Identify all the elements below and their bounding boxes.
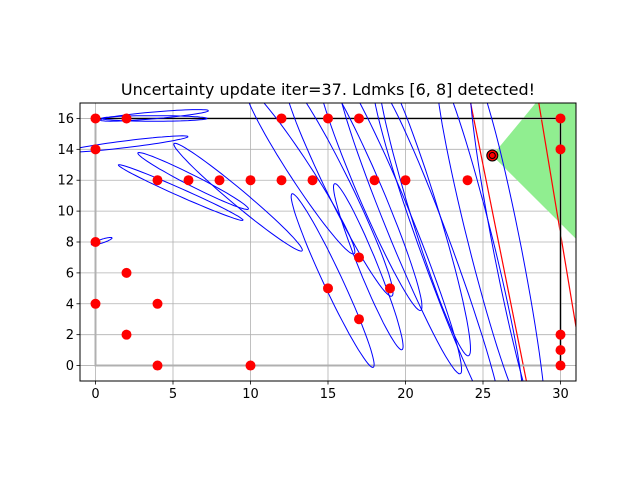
landmark-point [369, 175, 380, 186]
uncertainty-ellipse [101, 115, 208, 122]
landmark-point [354, 314, 364, 325]
fov-edge-line [538, 103, 576, 328]
landmarks [90, 113, 566, 371]
landmark-point [323, 283, 333, 294]
landmark-point [183, 175, 194, 186]
y-tick-label: 0 [66, 359, 74, 374]
robot-body [486, 149, 499, 162]
landmark-point [152, 175, 163, 186]
y-tick-label: 16 [57, 112, 74, 127]
uncertainty-ellipse [341, 103, 463, 375]
uncertainty-ellipse [332, 183, 404, 351]
x-tick-label: 25 [475, 387, 492, 402]
robot-marker [486, 149, 499, 162]
y-tick-label: 12 [57, 174, 74, 189]
y-tick-label: 6 [66, 266, 74, 281]
landmark-point [354, 113, 364, 124]
axis-ticks: 0 5 10 15 20 25 30 0 2 4 6 8 10 12 14 16 [57, 112, 568, 402]
grid-lines [80, 103, 576, 381]
landmark-point [555, 345, 566, 356]
robot-center-ring [488, 152, 496, 160]
landmark-point [354, 252, 364, 263]
landmark-point [462, 175, 473, 186]
landmark-point [152, 360, 163, 371]
landmark-point [90, 144, 101, 155]
landmark-point [214, 175, 225, 186]
landmark-point [276, 175, 287, 186]
uncertainty-ellipse [438, 103, 523, 381]
landmark-point [307, 175, 318, 186]
fov-edge-line [470, 103, 527, 381]
x-tick-label: 10 [242, 387, 259, 402]
landmark-point [555, 360, 566, 371]
landmark-point [121, 329, 132, 340]
y-tick-label: 8 [66, 236, 74, 251]
landmark-point [555, 144, 566, 155]
y-tick-label: 14 [57, 143, 74, 158]
uncertainty-ellipse [290, 193, 375, 368]
chart-title: Uncertainty update iter=37. Ldmks [6, 8]… [121, 80, 535, 99]
uncertainty-ellipse [80, 135, 189, 153]
uncertainty-ellipse [374, 103, 496, 381]
uncertainty-ellipse [323, 103, 423, 311]
y-tick-label: 10 [57, 205, 74, 220]
uncertainty-ellipse [470, 103, 544, 381]
landmark-point [323, 113, 333, 124]
x-tick-label: 20 [397, 387, 414, 402]
x-tick-label: 0 [91, 387, 99, 402]
landmark-point [385, 283, 395, 294]
landmark-point [121, 113, 132, 124]
uncertainty-ellipse [288, 103, 394, 297]
uncertainty-ellipse [381, 103, 472, 357]
landmark-point [121, 267, 132, 278]
sensor-field-of-view [470, 103, 576, 381]
x-tick-label: 15 [320, 387, 337, 402]
landmark-point [152, 298, 163, 309]
landmark-point [245, 360, 256, 371]
landmark-point [90, 237, 101, 247]
fov-region [492, 103, 576, 239]
landmark-point [400, 175, 411, 186]
landmark-point [555, 329, 566, 340]
landmark-point [555, 113, 566, 124]
landmark-point [276, 113, 287, 124]
y-tick-label: 2 [66, 328, 74, 343]
landmark-point [90, 113, 101, 124]
landmark-point [90, 298, 101, 309]
y-tick-label: 4 [66, 297, 74, 312]
uncertainty-ellipse [173, 142, 303, 252]
x-tick-label: 30 [552, 387, 569, 402]
landmark-point [245, 175, 256, 186]
uncertainty-ellipse [117, 164, 244, 221]
uncertainty-ellipse [137, 151, 249, 211]
x-tick-label: 5 [169, 387, 177, 402]
